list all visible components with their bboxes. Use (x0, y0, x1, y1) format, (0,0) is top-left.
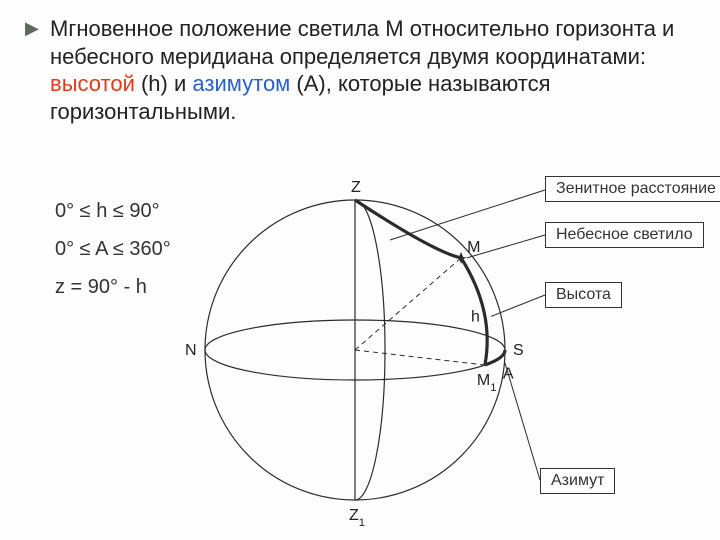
svg-text:S: S (513, 342, 524, 359)
svg-text:Z1: Z1 (349, 507, 365, 529)
svg-text:h: h (471, 308, 480, 325)
svg-text:M1: M1 (477, 372, 497, 394)
box-height: Высота (545, 282, 622, 308)
svg-text:N: N (185, 342, 197, 359)
svg-text:M: M (467, 239, 480, 256)
svg-text:A: A (503, 366, 514, 383)
svg-text:Z: Z (351, 179, 361, 196)
box-zenith-distance: Зенитное расстояние (545, 176, 720, 202)
box-celestial-body: Небесное светило (545, 222, 704, 248)
box-azimuth: Азимут (540, 468, 615, 494)
celestial-sphere-diagram: Z Z1 N S M M1 Ah (0, 0, 720, 540)
